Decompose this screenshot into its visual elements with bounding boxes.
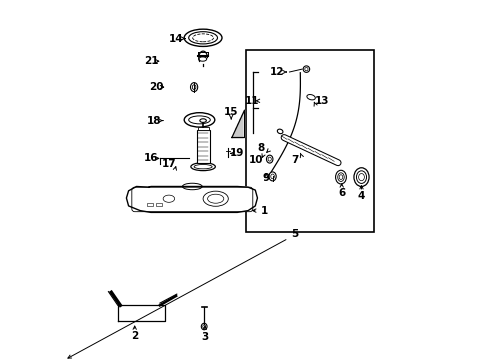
Text: 17: 17	[161, 159, 176, 169]
Bar	[156, 203, 162, 206]
Ellipse shape	[201, 323, 206, 330]
Text: 11: 11	[244, 96, 259, 106]
Polygon shape	[118, 305, 165, 321]
Polygon shape	[126, 186, 257, 212]
Text: 18: 18	[146, 116, 161, 126]
Ellipse shape	[268, 172, 276, 181]
Text: 12: 12	[269, 67, 284, 77]
Text: 7: 7	[291, 155, 298, 165]
Text: 9: 9	[262, 173, 269, 183]
Text: 16: 16	[143, 153, 158, 163]
Bar	[196, 130, 210, 163]
Bar	[147, 203, 153, 206]
Ellipse shape	[356, 171, 366, 184]
Text: 21: 21	[143, 56, 158, 66]
Text: 14: 14	[168, 33, 183, 44]
Text: 13: 13	[314, 96, 328, 106]
Ellipse shape	[353, 168, 368, 186]
Text: 10: 10	[248, 155, 263, 165]
Bar	[246, 50, 373, 232]
Text: 2: 2	[131, 330, 138, 341]
Ellipse shape	[303, 66, 309, 72]
Text: 3: 3	[201, 332, 208, 342]
Ellipse shape	[277, 129, 283, 134]
Ellipse shape	[306, 95, 315, 100]
Polygon shape	[231, 110, 244, 138]
Text: 20: 20	[149, 82, 163, 92]
Ellipse shape	[335, 170, 346, 184]
Ellipse shape	[266, 155, 272, 163]
Text: 15: 15	[224, 107, 238, 117]
Text: 6: 6	[337, 188, 345, 198]
Text: 19: 19	[230, 148, 244, 158]
Text: 1: 1	[260, 206, 267, 216]
Text: 8: 8	[257, 143, 264, 153]
Ellipse shape	[200, 119, 206, 122]
Ellipse shape	[337, 173, 344, 181]
Text: 4: 4	[357, 191, 365, 201]
Text: 5: 5	[291, 229, 298, 239]
Bar	[198, 127, 208, 130]
